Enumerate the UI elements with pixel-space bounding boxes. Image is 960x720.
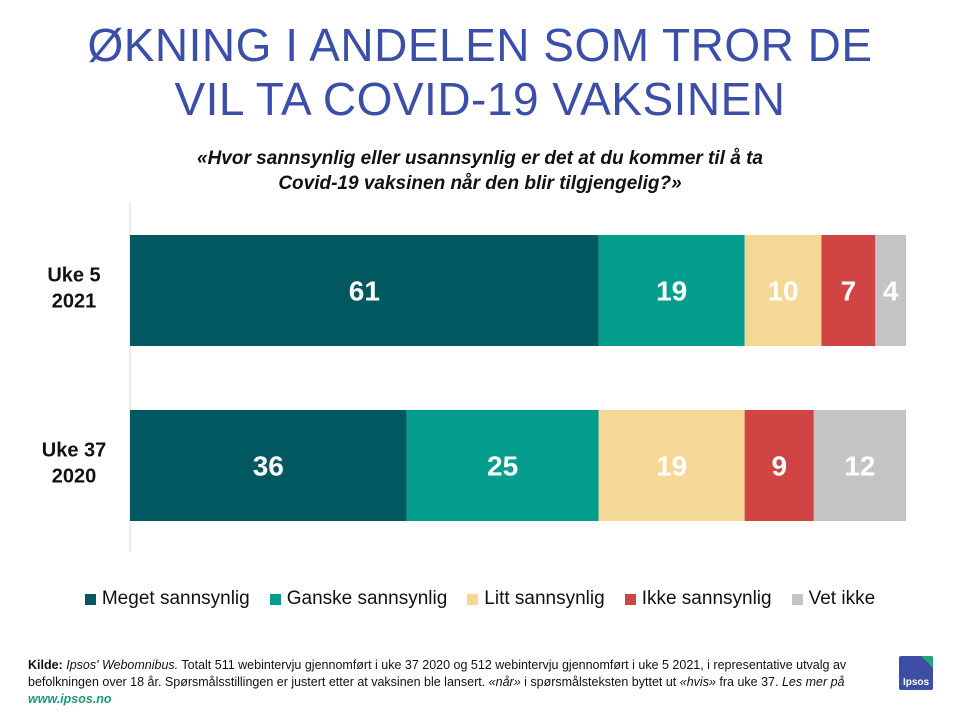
legend-item: Meget sannsynlig bbox=[84, 588, 250, 610]
legend-label: Meget sannsynlig bbox=[101, 588, 250, 609]
bar-segment bbox=[130, 235, 599, 346]
legend-item: Litt sannsynlig bbox=[467, 588, 605, 610]
footnote-text-1: Totalt 511 webintervju gjennomført i uke… bbox=[28, 658, 847, 689]
subtitle-line-1: «Hvor sannsynlig eller usannsynlig er de… bbox=[197, 148, 763, 169]
logo-text: Ipsos bbox=[902, 677, 930, 688]
title-line-1: ØKNING I ANDELEN SOM TROR DE bbox=[87, 19, 873, 71]
bar-segment bbox=[406, 410, 599, 521]
legend-swatch bbox=[791, 593, 803, 605]
bar-segment bbox=[744, 410, 814, 521]
legend-label: Ikke sannsynlig bbox=[641, 588, 772, 609]
bar-segment bbox=[875, 235, 906, 346]
bar-segment bbox=[821, 235, 876, 346]
bar-segment bbox=[130, 410, 407, 521]
kilde-label: Kilde: bbox=[28, 658, 63, 672]
legend-swatch bbox=[84, 593, 96, 605]
data-label: 12 bbox=[844, 451, 875, 482]
category-label: Uke 37 bbox=[42, 440, 107, 462]
stacked-bar-chart: Uke 5 2021 61 19 10 7 4 Uke 37 2020 36 25 19 9 12 bbox=[42, 202, 906, 552]
logo-fold-shape bbox=[921, 656, 933, 668]
legend-item: Ikke sannsynlig bbox=[624, 588, 772, 610]
legend-swatch bbox=[467, 593, 479, 605]
data-label: 9 bbox=[771, 451, 787, 482]
legend-label: Ganske sannsynlig bbox=[286, 588, 448, 609]
bar-segment bbox=[744, 235, 822, 346]
ipsos-link[interactable]: www.ipsos.no bbox=[28, 692, 112, 706]
legend-swatch bbox=[269, 593, 281, 605]
legend-label: Vet ikke bbox=[808, 588, 876, 609]
category-label: Uke 5 bbox=[47, 265, 100, 287]
read-more-text: Les mer på bbox=[781, 675, 845, 689]
category-label: 2021 bbox=[52, 291, 97, 313]
bar-segment bbox=[598, 410, 745, 521]
footnote-quote-2: «hvis» bbox=[679, 675, 716, 689]
question-subtitle: «Hvor sannsynlig eller usannsynlig er de… bbox=[60, 146, 900, 196]
data-label: 7 bbox=[841, 276, 857, 307]
data-label: 19 bbox=[656, 276, 687, 307]
footnote-quote-1: «når» bbox=[488, 675, 521, 689]
bar-segment bbox=[598, 235, 745, 346]
source-footnote: Kilde: Ipsos' Webomnibus. Totalt 511 web… bbox=[28, 657, 898, 708]
ipsos-logo: Ipsos bbox=[899, 656, 933, 690]
subtitle-line-2: Covid-19 vaksinen når den blir tilgjenge… bbox=[278, 173, 682, 194]
bar-segment bbox=[813, 410, 906, 521]
chart-legend: Meget sannsynlig Ganske sannsynlig Litt sa… bbox=[0, 588, 960, 610]
legend-label: Litt sannsynlig bbox=[484, 588, 605, 609]
legend-item: Ganske sannsynlig bbox=[269, 588, 448, 610]
data-label: 10 bbox=[767, 276, 798, 307]
category-label: 2020 bbox=[52, 466, 97, 488]
footnote-text-3: fra uke 37. bbox=[719, 675, 779, 689]
source-name: Ipsos' Webomnibus. bbox=[66, 658, 179, 672]
title-line-2: VIL TA COVID-19 VAKSINEN bbox=[174, 73, 786, 125]
data-label: 61 bbox=[349, 276, 380, 307]
data-label: 4 bbox=[883, 276, 899, 307]
data-label: 25 bbox=[487, 451, 518, 482]
data-label: 19 bbox=[656, 451, 687, 482]
legend-swatch bbox=[624, 593, 636, 605]
footnote-text-2: i spørsmålsteksten byttet ut bbox=[524, 675, 677, 689]
page-title: ØKNING I ANDELEN SOM TROR DE VIL TA COVI… bbox=[0, 18, 960, 126]
data-label: 36 bbox=[253, 451, 284, 482]
legend-item: Vet ikke bbox=[791, 588, 876, 610]
